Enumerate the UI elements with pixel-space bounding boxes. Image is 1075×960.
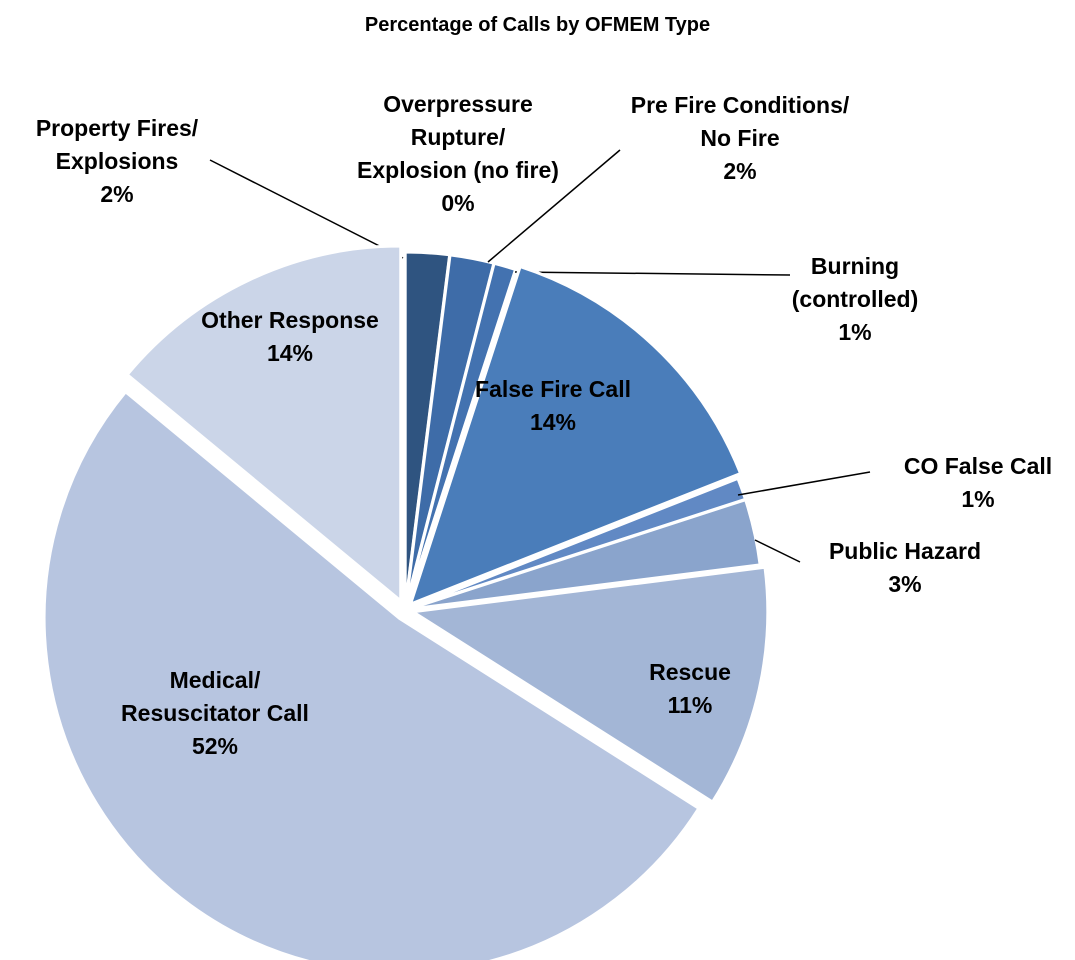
slice-value: 2% xyxy=(723,158,757,184)
slice-value: 0% xyxy=(441,190,475,216)
chart-title: Percentage of Calls by OFMEM Type xyxy=(364,14,711,36)
slice-label: Other Response 14% xyxy=(190,304,390,370)
pie-slice xyxy=(407,497,762,611)
slice-value: 2% xyxy=(100,181,134,207)
slice-value: 1% xyxy=(838,319,872,345)
slice-name: Property Fires/ Explosions xyxy=(35,115,199,174)
slice-label: Overpressure Rupture/ Explosion (no fire… xyxy=(353,88,563,220)
slice-value: 14% xyxy=(266,340,314,366)
pie-slice xyxy=(125,244,403,605)
slice-label: False Fire Call 14% xyxy=(453,373,653,439)
slice-name: CO False Call xyxy=(903,453,1053,479)
slice-name: Pre Fire Conditions/ No Fire xyxy=(630,92,850,151)
slice-value: 52% xyxy=(191,733,239,759)
leader-line xyxy=(209,159,404,259)
slice-label: Medical/ Resuscitator Call 52% xyxy=(105,664,325,763)
pie-slice xyxy=(408,565,770,805)
pie-slice xyxy=(42,389,701,960)
slice-value: 1% xyxy=(961,486,995,512)
leader-line xyxy=(737,471,871,496)
slice-label: Public Hazard 3% xyxy=(790,535,1020,601)
slice-name: Medical/ Resuscitator Call xyxy=(121,667,309,726)
slice-name: Other Response xyxy=(201,307,379,333)
slice-label: Burning (controlled) 1% xyxy=(755,250,955,349)
pie-slice xyxy=(408,264,743,607)
slice-label: Property Fires/ Explosions 2% xyxy=(2,112,232,211)
slice-label: Pre Fire Conditions/ No Fire 2% xyxy=(625,89,855,188)
slice-name: Burning (controlled) xyxy=(791,253,919,312)
slice-label: CO False Call 1% xyxy=(878,450,1075,516)
leader-line xyxy=(514,271,791,276)
slice-name: Rescue xyxy=(649,659,731,685)
leader-line xyxy=(754,539,801,563)
slice-value: 11% xyxy=(667,692,713,718)
slice-name: Public Hazard xyxy=(828,538,982,564)
leader-line xyxy=(487,149,621,263)
slice-value: 14% xyxy=(529,409,577,435)
pie-slice xyxy=(404,261,518,608)
slice-value: 3% xyxy=(888,571,922,597)
slice-name: Overpressure Rupture/ Explosion (no fire… xyxy=(357,91,559,183)
slice-name: False Fire Call xyxy=(475,376,631,402)
slice-label: Rescue 11% xyxy=(590,656,790,722)
